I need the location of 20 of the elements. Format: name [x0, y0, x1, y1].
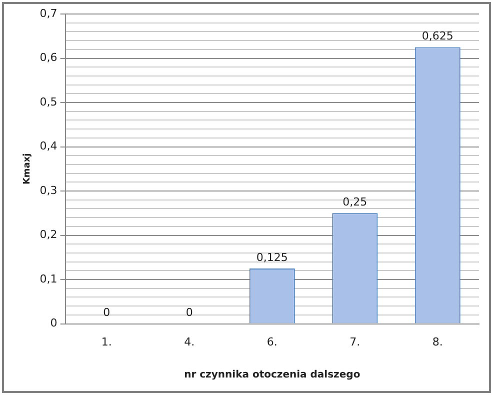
y-tick-label: 0,1 [40, 272, 58, 286]
y-tick-label: 0 [50, 316, 58, 330]
data-label: 0 [103, 306, 110, 320]
y-tick-label: 0,7 [40, 6, 58, 20]
data-label: 0,125 [256, 250, 288, 264]
x-tick-label: 7. [350, 335, 360, 348]
data-label: 0,25 [342, 196, 368, 209]
x-axis-title: nr czynnika otoczenia dalszego [184, 370, 360, 381]
x-tick-label: 6. [266, 335, 278, 348]
data-label: 0 [186, 306, 193, 320]
x-tick-label: 4. [184, 335, 195, 348]
x-tick-label: 1. [101, 335, 112, 348]
y-tick-label: 0,2 [40, 228, 58, 242]
y-tick-label: 0,4 [40, 140, 58, 153]
y-tick-label: 0,3 [40, 184, 58, 197]
x-tick-label: 8. [432, 335, 443, 348]
y-axis-title: Kmaxj [22, 153, 33, 185]
data-label: 0,625 [422, 30, 454, 43]
y-tick-label: 0,6 [40, 51, 58, 64]
y-tick-label: 0,5 [40, 95, 58, 108]
